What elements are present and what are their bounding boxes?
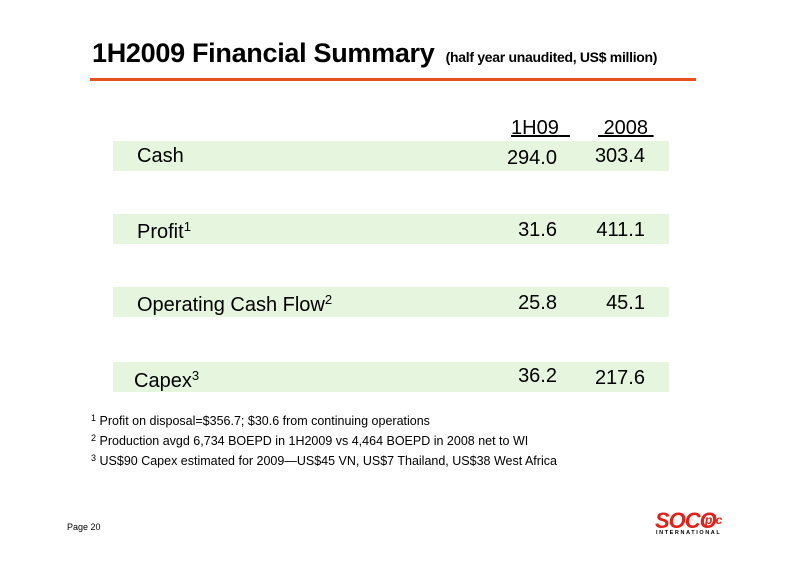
row-value-2008: 411.1 [596,219,645,241]
logo-word: SOCO [655,508,717,533]
row-label: Profit1 [137,219,191,243]
row-value-2008: 303.4 [594,145,645,167]
footnote-3: 3 US$90 Capex estimated for 2009—US$45 V… [91,453,557,468]
row-value-1h09: 36.2 [518,365,557,387]
page-number: Page 20 [67,522,101,532]
row-label: Cash [137,145,184,167]
page-title: 1H2009 Financial Summary (half year unau… [92,38,657,69]
footnotes: 1 Profit on disposal=$356.7; $30.6 from … [91,410,557,470]
title-subtitle: (half year unaudited, US$ million) [445,49,658,65]
table-row-operating-cash-flow: Operating Cash Flow2 25.8 45.1 [113,287,669,317]
table-row-profit: Profit1 31.6 411.1 [113,214,669,244]
footnote-ref: 2 [324,292,333,307]
footnote-2: 2 Production avgd 6,734 BOEPD in 1H2009 … [91,433,529,448]
footnote-ref: 3 [191,368,200,383]
row-label: Operating Cash Flow2 [137,292,333,316]
logo-tagline: INTERNATIONAL [656,530,722,536]
column-header-2008: 2008 [603,117,649,139]
footnote-ref: 1 [183,219,191,234]
row-value-2008: 217.6 [594,367,645,389]
row-value-1h09: 25.8 [518,292,557,314]
title-divider [90,78,696,81]
column-header-1h09: 1H09 [511,117,559,139]
table-row-cash: Cash 294.0 303.4 [113,141,669,171]
row-value-1h09: 31.6 [518,219,557,241]
title-main: 1H2009 Financial Summary [92,38,435,68]
footnote-1: 1 Profit on disposal=$356.7; $30.6 from … [91,413,430,428]
logo-suffix: plc [705,513,723,527]
row-value-1h09: 294.0 [506,147,557,169]
row-value-2008: 45.1 [606,292,645,314]
row-label: Capex3 [134,368,200,392]
table-row-capex: Capex3 36.2 217.6 [113,362,669,392]
soco-logo: SOCO plc INTERNATIONAL [655,508,723,538]
